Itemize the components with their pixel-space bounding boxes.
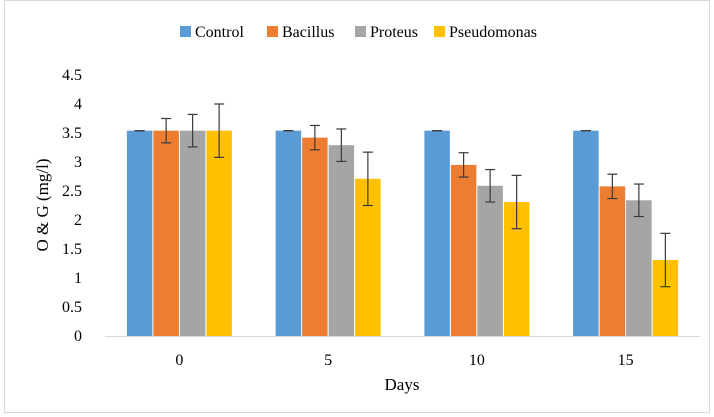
y-tick-label: 0.5 bbox=[62, 299, 82, 316]
bar bbox=[450, 164, 477, 336]
bar bbox=[424, 130, 450, 336]
x-tick-label: 15 bbox=[618, 352, 634, 369]
bar bbox=[599, 186, 626, 336]
legend-label: Bacillus bbox=[282, 24, 334, 41]
bar bbox=[275, 130, 302, 336]
bars bbox=[126, 103, 679, 336]
bar bbox=[626, 200, 652, 336]
y-tick-label: 2.5 bbox=[62, 183, 82, 200]
legend-label: Proteus bbox=[370, 24, 418, 41]
bar bbox=[302, 137, 328, 336]
legend-swatch bbox=[355, 26, 366, 37]
y-tick-label: 0 bbox=[74, 328, 82, 345]
x-tick-label: 10 bbox=[469, 352, 485, 369]
y-tick-label: 3 bbox=[74, 154, 82, 171]
y-tick-label: 4 bbox=[74, 96, 82, 113]
legend-label: Pseudomonas bbox=[449, 24, 537, 41]
y-tick-label: 1.5 bbox=[62, 241, 82, 258]
legend-swatch bbox=[267, 26, 278, 37]
bar bbox=[328, 145, 355, 336]
bar bbox=[573, 130, 599, 336]
bar bbox=[179, 130, 206, 336]
legend-swatch bbox=[180, 26, 191, 37]
x-axis: 0 5 10 15 bbox=[105, 336, 700, 369]
y-axis-title: O & G (mg/l) bbox=[33, 158, 52, 251]
x-tick-label: 0 bbox=[175, 352, 183, 369]
x-axis-title: Days bbox=[385, 375, 420, 394]
y-tick-label: 1 bbox=[74, 270, 82, 287]
y-axis: 0 0.5 1 1.5 2 2.5 3 3.5 4 4.5 bbox=[62, 67, 82, 345]
x-tick-label: 5 bbox=[324, 352, 332, 369]
legend: Control Bacillus Proteus Pseudomonas bbox=[180, 24, 537, 41]
y-tick-label: 3.5 bbox=[62, 125, 82, 142]
bar bbox=[126, 130, 153, 336]
bar bbox=[477, 185, 503, 336]
bar bbox=[153, 130, 179, 336]
bar bbox=[206, 130, 232, 336]
legend-swatch bbox=[434, 26, 445, 37]
legend-label: Control bbox=[195, 24, 244, 41]
y-tick-label: 2 bbox=[74, 212, 82, 229]
y-tick-label: 4.5 bbox=[62, 67, 82, 84]
